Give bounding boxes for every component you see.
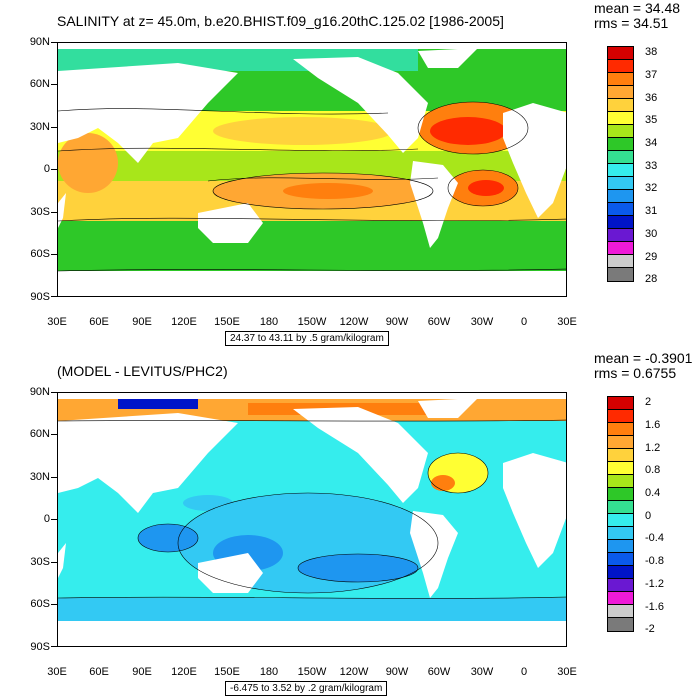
lon-label: 0 (520, 316, 528, 328)
lon-label: 120W (339, 666, 369, 678)
lon-label: 60W (427, 666, 451, 678)
lat-label: 60S (30, 598, 50, 610)
lat-label: 30S (30, 556, 50, 568)
colorbar-label: 28 (645, 273, 658, 285)
rms-value: rms = 34.51 (594, 15, 669, 31)
colorbar-label: -2 (645, 623, 655, 635)
difference-field (58, 393, 566, 646)
colorbar-label: -0.8 (645, 555, 664, 567)
lon-label: 150E (214, 666, 240, 678)
panel-title: (MODEL - LEVITUS/PHC2) (57, 363, 228, 379)
lat-tick (51, 392, 57, 393)
lat-tick (51, 562, 57, 563)
lat-label: 60N (29, 428, 50, 440)
salinity-panel: SALINITY at z= 45.0m, b.e20.BHIST.f09_g1… (29, 0, 681, 346)
lon-label: 30W (470, 666, 494, 678)
lon-label: 120W (339, 316, 369, 328)
colorbar-box (607, 617, 634, 632)
lon-label: 30E (47, 316, 67, 328)
lat-tick (51, 84, 57, 85)
lon-label: 120E (171, 316, 197, 328)
colorbar-label: -1.2 (645, 578, 664, 590)
lon-label: 90E (132, 316, 152, 328)
colorbar-label: 32 (645, 182, 658, 194)
lon-label: 30W (470, 316, 494, 328)
panel-title: SALINITY at z= 45.0m, b.e20.BHIST.f09_g1… (57, 13, 504, 29)
lon-label: 90W (385, 666, 409, 678)
colorbar-label: 0 (645, 510, 652, 522)
lat-label: 60N (29, 78, 50, 90)
colorbar-box (607, 267, 634, 282)
colorbar-label: 1.2 (645, 442, 661, 454)
colorbar-label: 38 (645, 46, 658, 58)
lat-tick (51, 212, 57, 213)
colorbar-label: 37 (645, 69, 658, 81)
colorbar-label: 35 (645, 114, 658, 126)
colorbar-label: 0.8 (645, 464, 661, 476)
lat-label: 90N (29, 36, 50, 48)
lat-tick (51, 434, 57, 435)
lon-label: 30E (47, 666, 67, 678)
lat-tick (51, 169, 57, 170)
lon-label: 180 (259, 666, 279, 678)
salinity-field (58, 43, 566, 296)
lat-tick (51, 127, 57, 128)
lon-label: 120E (171, 666, 197, 678)
lat-tick (51, 646, 57, 647)
mean-value: mean = 34.48 (594, 0, 681, 16)
lat-label: 30N (29, 471, 50, 483)
colorbar-label: 30 (645, 228, 658, 240)
difference-map (57, 392, 567, 647)
lat-label: 60S (30, 248, 50, 260)
colorbar-label: 36 (645, 92, 658, 104)
contour-info: 24.37 to 43.11 by .5 gram/kilogram (225, 331, 389, 346)
mean-value: mean = -0.3901 (594, 350, 693, 366)
lat-label: 30N (29, 121, 50, 133)
lon-label: 30E (557, 316, 577, 328)
colorbar-label: -1.6 (645, 601, 664, 613)
lon-label: 30E (557, 666, 577, 678)
difference-panel: (MODEL - LEVITUS/PHC2) mean = -0.3901 rm… (0, 350, 700, 700)
lon-label: 60E (89, 316, 109, 328)
lat-label: 0 (43, 513, 50, 525)
lat-label: 90S (30, 291, 50, 303)
lat-tick (51, 296, 57, 297)
colorbar-label: 0.4 (645, 487, 661, 499)
lon-label: 150W (297, 666, 327, 678)
lat-label: 90S (30, 641, 50, 653)
colorbar-label: 1.6 (645, 419, 661, 431)
colorbar-label: 33 (645, 160, 658, 172)
lon-label: 180 (259, 316, 279, 328)
lon-label: 0 (520, 666, 528, 678)
colorbar-label: 31 (645, 205, 658, 217)
colorbar-label: 2 (645, 396, 652, 408)
colorbar-label: -0.4 (645, 532, 664, 544)
rms-value: rms = 0.6755 (594, 365, 677, 381)
lat-label: 30S (30, 206, 50, 218)
salinity-map (57, 42, 567, 297)
lon-label: 150W (297, 316, 327, 328)
lat-tick (51, 477, 57, 478)
lon-label: 90W (385, 316, 409, 328)
colorbar-label: 29 (645, 251, 658, 263)
lat-label: 90N (29, 386, 50, 398)
lat-tick (51, 42, 57, 43)
lon-label: 90E (132, 666, 152, 678)
lat-tick (51, 254, 57, 255)
lat-label: 0 (43, 163, 50, 175)
lon-label: 150E (214, 316, 240, 328)
lon-label: 60W (427, 316, 451, 328)
lat-tick (51, 604, 57, 605)
colorbar-label: 34 (645, 137, 658, 149)
contour-info: -6.475 to 3.52 by .2 gram/kilogram (225, 681, 388, 696)
lon-label: 60E (89, 666, 109, 678)
lat-tick (51, 519, 57, 520)
